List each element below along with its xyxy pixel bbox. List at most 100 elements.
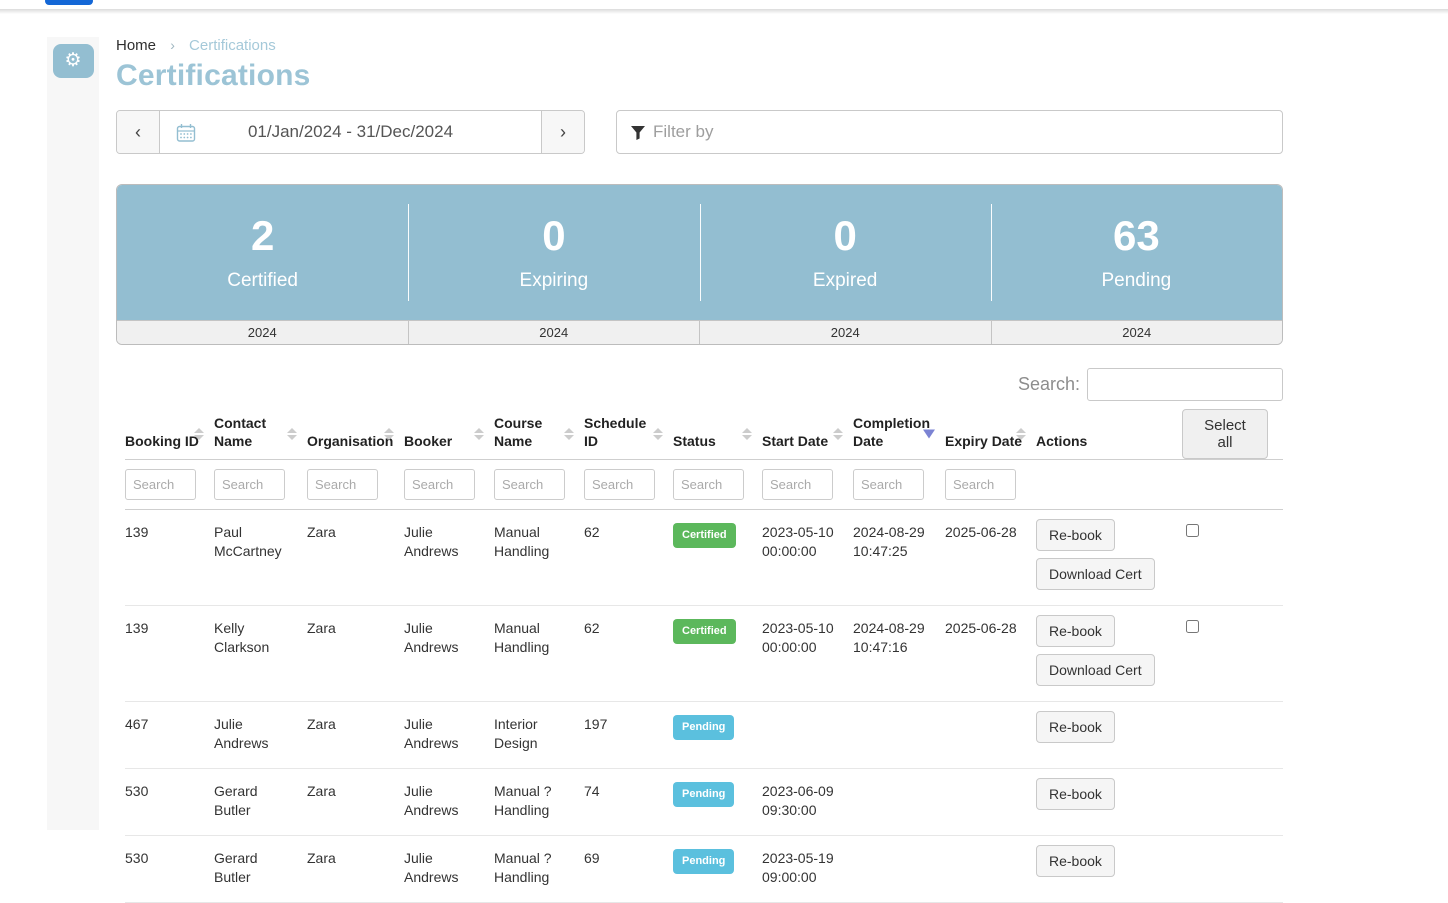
column-header-contact-name[interactable]: Contact Name	[214, 409, 307, 459]
cell-course-name: Manual Handling	[494, 619, 584, 686]
cell-start-date: 2023-05-19 09:00:00	[762, 849, 853, 887]
main-content: Home › Certifications Certifications ‹ 0…	[116, 37, 1283, 903]
active-tab-indicator	[45, 0, 93, 5]
stat-expired-label: Expired	[813, 270, 877, 292]
cell-schedule-id: 69	[584, 849, 673, 887]
column-header-status[interactable]: Status	[673, 409, 762, 459]
cell-schedule-id: 74	[584, 782, 673, 820]
filter-input[interactable]	[617, 111, 1282, 153]
column-header-expiry-date[interactable]: Expiry Date	[945, 409, 1036, 459]
download-cert-button[interactable]: Download Cert	[1036, 654, 1155, 686]
filter-booker-input[interactable]	[404, 469, 475, 500]
row-checkbox[interactable]	[1186, 524, 1199, 537]
cell-course-name: Manual Handling	[494, 523, 584, 590]
cell-start-date: 2023-06-09 09:30:00	[762, 782, 853, 820]
cell-select	[1182, 782, 1283, 820]
cell-organisation: Zara	[307, 849, 404, 887]
stat-certified-count: 2	[251, 213, 274, 259]
stat-pending-label: Pending	[1102, 270, 1172, 292]
download-cert-button[interactable]: Download Cert	[1036, 558, 1155, 590]
cell-completion-date: 2024-08-29 10:47:25	[853, 523, 945, 590]
column-header-booking-id[interactable]: Booking ID	[125, 409, 214, 459]
row-checkbox[interactable]	[1186, 620, 1199, 633]
cell-select	[1182, 523, 1283, 590]
cell-contact-name: Gerard Butler	[214, 782, 307, 820]
cell-completion-date	[853, 849, 945, 887]
filter-status-input[interactable]	[673, 469, 744, 500]
cell-completion-date	[853, 782, 945, 820]
stat-expired-count: 0	[833, 213, 856, 259]
sort-icon	[1016, 428, 1026, 440]
column-filter-row	[125, 460, 1283, 510]
cell-select	[1182, 619, 1283, 686]
filter-schedule-id-input[interactable]	[584, 469, 655, 500]
cell-actions: Re-book	[1036, 782, 1182, 820]
status-badge: Certified	[673, 619, 736, 644]
cell-status: Pending	[673, 849, 762, 887]
column-header-organisation[interactable]: Organisation	[307, 409, 404, 459]
date-prev-button[interactable]: ‹	[117, 111, 160, 153]
column-header-completion-date[interactable]: Completion Date	[853, 409, 945, 459]
stat-certified-label: Certified	[227, 270, 298, 292]
sort-icon	[742, 428, 752, 440]
select-all-button[interactable]: Select all	[1182, 409, 1268, 459]
column-header-booker[interactable]: Booker	[404, 409, 494, 459]
cell-schedule-id: 62	[584, 619, 673, 686]
breadcrumb: Home › Certifications	[116, 37, 1283, 54]
date-range-display[interactable]: 01/Jan/2024 - 31/Dec/2024	[160, 111, 541, 153]
filter-course-name-input[interactable]	[494, 469, 565, 500]
cell-completion-date: 2024-08-29 10:47:16	[853, 619, 945, 686]
filter-start-date-input[interactable]	[762, 469, 833, 500]
status-badge: Certified	[673, 523, 736, 548]
rebook-button[interactable]: Re-book	[1036, 845, 1115, 877]
cell-select	[1182, 849, 1283, 887]
stat-expiring-label: Expiring	[520, 270, 589, 292]
filter-completion-date-input[interactable]	[853, 469, 924, 500]
cell-completion-date	[853, 715, 945, 753]
filter-booking-id-input[interactable]	[125, 469, 196, 500]
table-row: 139 Paul McCartney Zara Julie Andrews Ma…	[125, 510, 1283, 606]
stats-counts: 2 Certified 0 Expiring 0 Expired 63 Pend…	[117, 185, 1282, 320]
breadcrumb-home[interactable]: Home	[116, 37, 156, 54]
cell-start-date: 2023-05-10 00:00:00	[762, 619, 853, 686]
cell-select	[1182, 715, 1283, 753]
table-search-input[interactable]	[1087, 368, 1283, 401]
cell-booking-id: 467	[125, 715, 214, 753]
sort-icon	[287, 428, 297, 440]
column-header-course-name[interactable]: Course Name	[494, 409, 584, 459]
cell-course-name: Manual ? Handling	[494, 849, 584, 887]
sort-icon	[384, 428, 394, 440]
status-badge: Pending	[673, 849, 734, 874]
cell-booker: Julie Andrews	[404, 619, 494, 686]
rebook-button[interactable]: Re-book	[1036, 711, 1115, 743]
filter-contact-name-input[interactable]	[214, 469, 285, 500]
filter-organisation-input[interactable]	[307, 469, 378, 500]
cell-booker: Julie Andrews	[404, 715, 494, 753]
stat-year: 2024	[408, 321, 700, 344]
stat-year: 2024	[991, 321, 1283, 344]
cell-expiry-date	[945, 782, 1036, 820]
stat-certified: 2 Certified	[117, 185, 408, 320]
cell-status: Certified	[673, 619, 762, 686]
sort-icon	[833, 428, 843, 440]
certifications-table: Booking ID Contact Name Organisation Boo…	[116, 409, 1283, 903]
rebook-button[interactable]: Re-book	[1036, 778, 1115, 810]
rebook-button[interactable]: Re-book	[1036, 519, 1115, 551]
cell-expiry-date	[945, 715, 1036, 753]
cell-contact-name: Julie Andrews	[214, 715, 307, 753]
sort-icon	[194, 428, 204, 440]
cell-contact-name: Gerard Butler	[214, 849, 307, 887]
filter-expiry-date-input[interactable]	[945, 469, 1016, 500]
breadcrumb-current[interactable]: Certifications	[189, 37, 276, 54]
stat-year: 2024	[117, 321, 408, 344]
sort-icon	[653, 428, 663, 440]
status-badge: Pending	[673, 782, 734, 807]
rebook-button[interactable]: Re-book	[1036, 615, 1115, 647]
cell-actions: Re-book Download Cert	[1036, 523, 1182, 590]
cell-expiry-date: 2025-06-28	[945, 523, 1036, 590]
date-next-button[interactable]: ›	[541, 111, 584, 153]
column-header-schedule-id[interactable]: Schedule ID	[584, 409, 673, 459]
column-header-start-date[interactable]: Start Date	[762, 409, 853, 459]
settings-button[interactable]: ⚙	[53, 44, 94, 78]
cell-start-date	[762, 715, 853, 753]
